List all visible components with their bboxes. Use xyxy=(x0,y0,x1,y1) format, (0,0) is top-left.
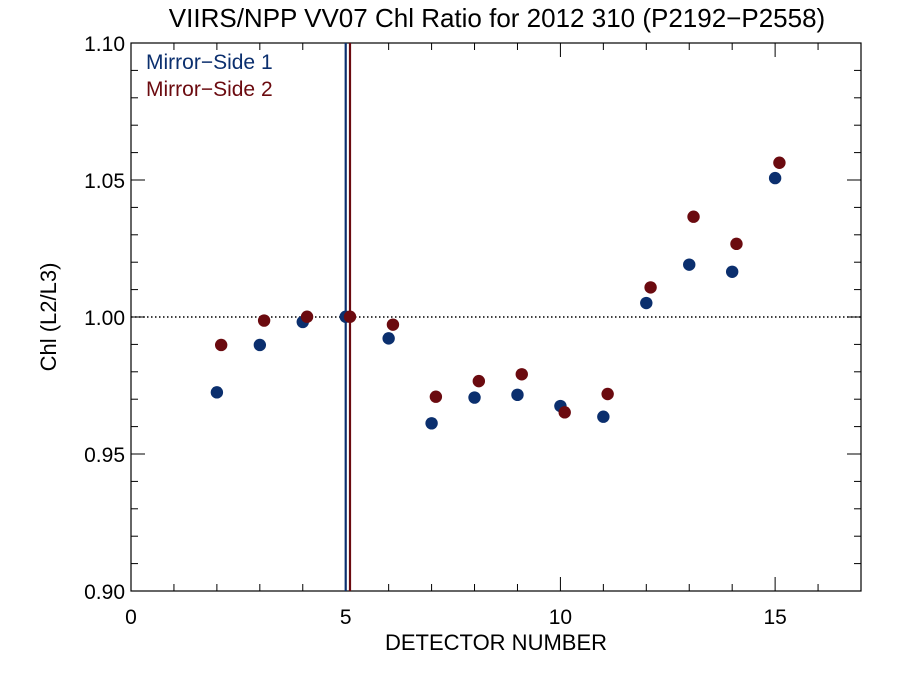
y-tick-label: 1.00 xyxy=(84,307,125,330)
point-series-1 xyxy=(210,386,224,399)
y-tick-label: 1.10 xyxy=(84,33,125,56)
point-series-1 xyxy=(597,410,610,423)
point-series-1 xyxy=(253,338,267,352)
legend-entry-mirror-side-2: Mirror−Side 2 xyxy=(146,78,273,101)
point-series-2 xyxy=(515,368,528,381)
point-series-1 xyxy=(640,296,653,310)
point-series-2 xyxy=(558,406,571,419)
x-tick-label: 15 xyxy=(763,606,786,629)
x-tick-label: 10 xyxy=(549,606,572,629)
point-series-2 xyxy=(429,390,443,403)
x-tick-label: 0 xyxy=(125,606,137,629)
x-axis-ticks: 0 5 10 15 xyxy=(125,43,862,629)
point-series-1 xyxy=(468,391,481,404)
point-series-2 xyxy=(644,281,657,294)
point-series-1 xyxy=(725,265,739,278)
point-series-1 xyxy=(511,388,524,402)
point-series-1 xyxy=(382,332,395,345)
point-series-2 xyxy=(601,387,614,401)
point-series-2 xyxy=(386,318,400,331)
legend-entry-mirror-side-1: Mirror−Side 1 xyxy=(146,51,273,74)
data-points xyxy=(210,156,786,430)
x-axis-label: DETECTOR NUMBER xyxy=(385,630,607,655)
point-series-2 xyxy=(214,338,228,352)
point-series-1 xyxy=(683,258,696,271)
point-series-1 xyxy=(425,417,438,430)
x-tick-label: 5 xyxy=(340,606,352,629)
point-series-2 xyxy=(730,237,743,251)
legend: Mirror−Side 1 Mirror−Side 2 xyxy=(146,51,273,101)
y-axis-ticks: 0.90 0.95 1.00 1.05 1.10 xyxy=(84,33,861,604)
point-series-2 xyxy=(257,314,271,327)
y-tick-label: 1.05 xyxy=(84,170,125,193)
point-series-2 xyxy=(472,374,486,388)
y-axis-label: Chl (L2/L3) xyxy=(36,263,61,372)
point-series-1 xyxy=(768,171,782,185)
y-tick-label: 0.90 xyxy=(84,581,125,604)
y-tick-label: 0.95 xyxy=(84,444,125,467)
point-series-2 xyxy=(773,156,786,169)
point-series-2 xyxy=(300,310,314,323)
chart-title: VIIRS/NPP VV07 Chl Ratio for 2012 310 (P… xyxy=(169,3,825,33)
point-series-2 xyxy=(343,310,357,323)
point-series-2 xyxy=(687,210,700,223)
